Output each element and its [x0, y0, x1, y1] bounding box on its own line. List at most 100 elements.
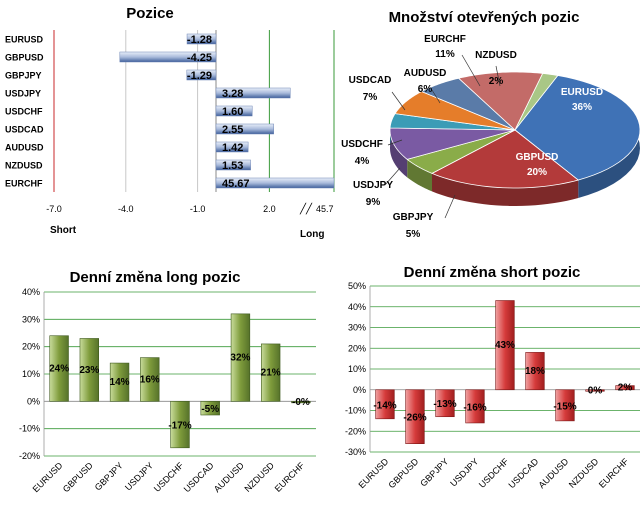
pie-slice-label: EURCHF — [424, 34, 466, 45]
pie-leader-line — [431, 89, 441, 104]
bar — [260, 343, 281, 402]
positions-value-label: 1.42 — [222, 142, 243, 154]
positions-x-tick: -4.0 — [118, 204, 134, 214]
bar — [170, 401, 190, 449]
positions-category-label: EURCHF — [5, 179, 43, 189]
long-change-title: Denní změna long pozic — [70, 269, 241, 286]
category-label: USDCHF — [477, 456, 511, 490]
y-tick-label: 40% — [22, 287, 40, 297]
positions-x-tick: -1.0 — [190, 204, 206, 214]
bar — [435, 389, 455, 418]
positions-x-ticks: -7.0 -4.0 -1.0 2.0 — [46, 204, 275, 214]
bar-value-label: -15% — [553, 401, 576, 412]
pie-slice-side — [407, 159, 433, 192]
long-change-category-labels: EURUSDGBPUSDGBPJPYUSDJPYUSDCHFUSDCADAUDU… — [31, 460, 307, 494]
category-label: AUDUSD — [212, 460, 246, 494]
positions-axis-break-label: 45.7 — [316, 204, 334, 214]
category-label: USDCAD — [182, 460, 216, 494]
bar — [140, 357, 160, 402]
bar — [375, 389, 395, 420]
positions-bars — [119, 33, 335, 189]
pie-leader-line — [391, 91, 406, 111]
category-label: EURUSD — [356, 456, 390, 490]
category-label: EURCHF — [273, 460, 307, 494]
pie-slice-label: NZDUSD — [475, 50, 517, 61]
bar — [109, 362, 130, 402]
bar-value-label: -5% — [201, 404, 219, 415]
pie-labels: EURUSD 36% GBPUSD 20% GBPJPY 5% USDJPY 9% USDCHF… — [341, 34, 603, 240]
category-label: AUDUSD — [536, 456, 570, 490]
bar-value-label: -0% — [292, 397, 310, 408]
bar — [200, 401, 220, 416]
pie-slice — [389, 127, 516, 160]
y-tick-label: 20% — [348, 343, 366, 353]
pie-slice-label: USDCHF — [341, 139, 383, 150]
pie-leader-line — [495, 65, 501, 87]
pie-slice — [514, 75, 641, 181]
positions-x-tick: -7.0 — [46, 204, 62, 214]
bar-value-label: -14% — [373, 400, 396, 411]
bar-value-label: 32% — [230, 353, 250, 364]
long-change-bars — [49, 313, 311, 449]
positions-category-label: USDJPY — [5, 89, 41, 99]
positions-category-label: GBPJPY — [5, 71, 42, 81]
positions-value-labels: -1.28 -4.25 -1.29 3.28 1.60 2.55 1.42 1.53 45.67 — [187, 34, 250, 190]
short-change-bars — [375, 300, 635, 445]
category-label: USDJPY — [448, 456, 480, 488]
pie-slice-percent: 7% — [363, 92, 378, 103]
short-change-grid: 50% 40% 30% 20% 10% 0% -10% -20% -30% — [345, 281, 640, 457]
positions-bar — [119, 51, 217, 63]
pie-slice-label: USDCAD — [349, 75, 392, 86]
y-tick-label: 50% — [348, 281, 366, 291]
category-label: GBPUSD — [386, 456, 420, 490]
category-label: EURCHF — [597, 456, 631, 490]
positions-bar — [186, 69, 217, 81]
pie-slice — [514, 73, 559, 131]
y-tick-label: -20% — [345, 426, 366, 436]
positions-bar — [215, 159, 251, 171]
short-change-title: Denní změna short pozic — [404, 264, 581, 281]
bar — [405, 389, 425, 445]
bar-value-label: 2% — [618, 383, 633, 394]
positions-value-label: -1.29 — [187, 70, 212, 82]
pie-slice-side — [432, 173, 579, 206]
category-label: GBPUSD — [61, 460, 95, 494]
pie-slice-label: USDJPY — [353, 180, 393, 191]
category-label: GBPJPY — [418, 456, 450, 488]
positions-category-label: EURUSD — [5, 35, 44, 45]
pie-slice-label: AUDUSD — [404, 68, 447, 79]
y-tick-label: 30% — [22, 314, 40, 324]
positions-category-label: NZDUSD — [5, 161, 43, 171]
positions-category-label: GBPUSD — [5, 53, 44, 63]
positions-value-label: -4.25 — [187, 52, 212, 64]
pie-leader-line — [387, 139, 403, 146]
bar — [465, 389, 485, 424]
pie-slice — [420, 77, 516, 131]
bar-value-label: 14% — [110, 377, 130, 388]
bar-value-label: 43% — [495, 340, 515, 351]
category-label: NZDUSD — [567, 456, 601, 490]
positions-bar — [215, 141, 249, 153]
y-tick-label: 0% — [27, 396, 40, 406]
positions-value-label: 1.60 — [222, 106, 243, 118]
y-tick-label: 20% — [22, 342, 40, 352]
category-label: USDCAD — [506, 456, 540, 490]
bar — [525, 352, 545, 391]
pie-leader-line — [444, 194, 456, 219]
positions-x-tick: 2.0 — [263, 204, 276, 214]
positions-category-labels: EURUSD GBPUSD GBPJPY USDJPY USDCHF USDCAD AUDU… — [5, 35, 44, 189]
positions-category-label: USDCAD — [5, 125, 44, 135]
positions-bar — [215, 123, 274, 135]
bar-value-label: 24% — [49, 364, 69, 375]
positions-value-label: 1.53 — [222, 160, 243, 172]
positions-chart: Pozice EURUSD GBPUSD GBPJPY USDJPY USDCHF USD… — [5, 5, 335, 240]
y-tick-label: -10% — [345, 406, 366, 416]
positions-value-label: 2.55 — [222, 124, 243, 136]
pie-slice-percent: 20% — [527, 167, 547, 178]
bar — [585, 389, 605, 392]
bar — [49, 335, 69, 402]
pie-leader-line — [384, 167, 401, 186]
long-change-chart: Denní změna long pozic 40% 30% 20% 10% 0% -10… — [19, 269, 316, 494]
bar-value-label: 18% — [525, 366, 545, 377]
short-change-value-labels: -14% -26% -13% -16% 43% 18% -15% 0% 2% — [373, 340, 632, 424]
